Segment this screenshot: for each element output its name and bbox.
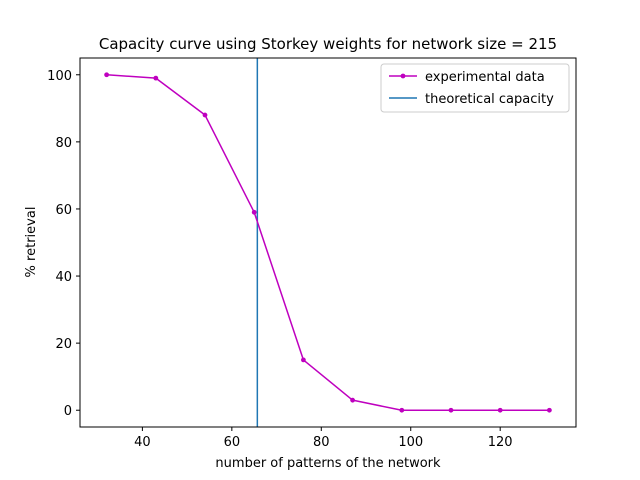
y-axis-label: % retrieval [24,207,39,278]
legend-box [380,63,570,113]
x-axis-ticks: 40 60 80 100 120 [134,427,513,450]
data-point [448,407,454,413]
x-tick-label: 120 [488,435,513,450]
legend-label-theoretical-capacity: theoretical capacity [425,92,554,107]
data-point [546,407,552,413]
y-tick-label: 0 [64,404,72,419]
data-point [350,397,355,403]
legend: experimental data theoretical capacity [380,63,570,113]
data-point [497,407,503,413]
legend-label-experimental-data: experimental data [425,70,545,85]
y-axis-ticks: 0 20 40 60 80 100 [47,69,80,419]
x-tick-label: 40 [134,435,151,450]
x-tick-label: 80 [313,435,330,450]
data-series [104,72,552,413]
y-tick-label: 100 [47,69,72,84]
y-tick-label: 80 [55,136,72,151]
x-tick-label: 100 [398,435,423,450]
series-line-experimental-data [106,74,550,411]
y-tick-label: 60 [55,203,72,218]
y-tick-label: 40 [55,270,72,285]
x-tick-label: 60 [224,435,241,450]
plot-frame [79,57,577,428]
data-point [104,72,110,78]
plot-area [80,58,576,427]
legend-marker-experimental-data [400,73,406,79]
y-tick-label: 20 [55,337,72,352]
data-point [399,407,405,413]
data-point [251,209,257,215]
data-point [202,112,208,118]
x-axis-label: number of patterns of the network [215,456,441,471]
chart-title: Capacity curve using Storkey weights for… [99,35,557,53]
data-point [301,357,306,363]
data-point [153,75,159,81]
